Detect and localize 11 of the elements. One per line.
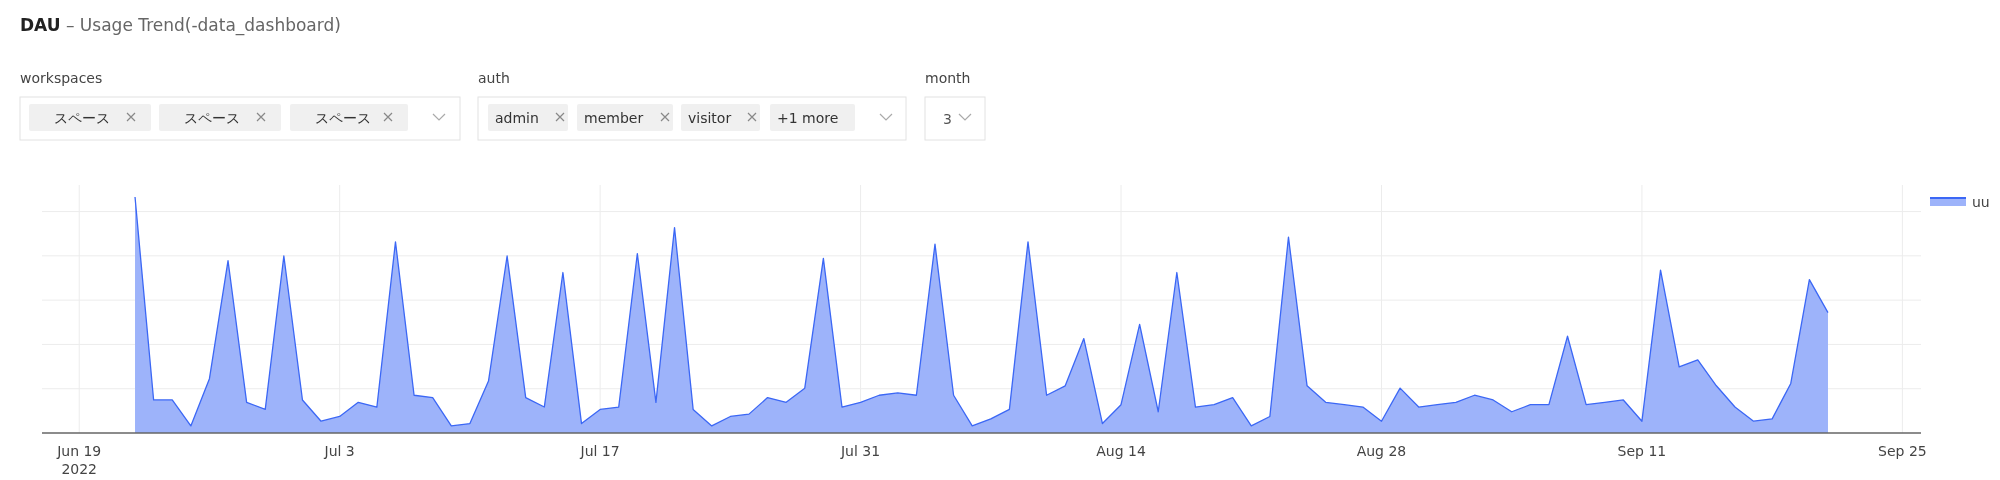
x-tick-label: Jul 31 xyxy=(840,443,881,459)
x-tick-label: Jul 17 xyxy=(579,443,620,459)
x-tick-label: Jun 19 2022 xyxy=(56,443,102,477)
x-tick-label: Aug 28 xyxy=(1356,443,1407,459)
x-tick-label: Aug 14 xyxy=(1096,443,1146,459)
x-tick-label: Sep 25 xyxy=(1878,443,1927,459)
x-tick-label: Jul 3 xyxy=(323,443,355,459)
x-tick-label: Sep 11 xyxy=(1617,443,1667,459)
legend-label: uu xyxy=(1972,194,1990,210)
chart-title: DAU – Usage Trend(-data_dashboard) xyxy=(20,15,341,36)
filter-controls: workspaces スペース スペース スペース auth admin member visitor +1 more month 3 xyxy=(19,70,986,141)
